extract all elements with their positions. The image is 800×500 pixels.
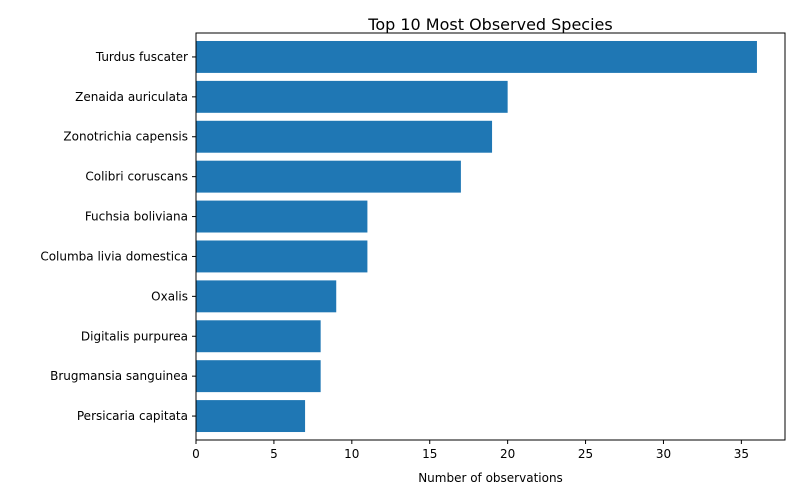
chart-title: Top 10 Most Observed Species <box>367 15 612 34</box>
y-tick-label-8: Brugmansia sanguinea <box>50 369 188 383</box>
bar-3 <box>196 160 461 193</box>
bar-1 <box>196 80 508 113</box>
x-tick-label-0: 0 <box>192 447 200 461</box>
y-axis-ticks: Turdus fuscater Zenaida auriculata Zonotri… <box>40 50 196 423</box>
bar-9 <box>196 400 306 433</box>
y-tick-label-7: Digitalis purpurea <box>81 329 188 343</box>
y-tick-label-6: Oxalis <box>151 289 188 303</box>
y-tick-label-9: Persicaria capitata <box>77 409 188 423</box>
bar-4 <box>196 200 368 233</box>
bar-7 <box>196 320 321 353</box>
x-tick-label-2: 10 <box>344 447 359 461</box>
x-tick-label-6: 30 <box>656 447 671 461</box>
bars-group <box>196 40 757 433</box>
x-tick-label-7: 35 <box>734 447 749 461</box>
y-tick-label-5: Columba livia domestica <box>40 249 188 263</box>
plot-frame <box>195 32 786 441</box>
bar-2 <box>196 120 493 153</box>
x-tick-label-4: 20 <box>500 447 515 461</box>
y-tick-label-1: Zenaida auriculata <box>75 90 188 104</box>
y-tick-label-3: Colibri coruscans <box>85 170 188 184</box>
x-tick-label-1: 5 <box>270 447 278 461</box>
bar-6 <box>196 280 337 313</box>
bar-0 <box>196 40 757 73</box>
bar-5 <box>196 240 368 273</box>
x-axis-ticks: 0 5 10 15 20 25 30 35 <box>192 440 749 461</box>
x-axis-label: Number of observations <box>418 471 563 485</box>
x-tick-label-5: 25 <box>578 447 593 461</box>
y-tick-label-4: Fuchsia boliviana <box>85 210 188 224</box>
x-tick-label-3: 15 <box>422 447 437 461</box>
y-tick-label-2: Zonotrichia capensis <box>63 130 188 144</box>
y-tick-label-0: Turdus fuscater <box>95 50 188 64</box>
bar-8 <box>196 360 321 393</box>
